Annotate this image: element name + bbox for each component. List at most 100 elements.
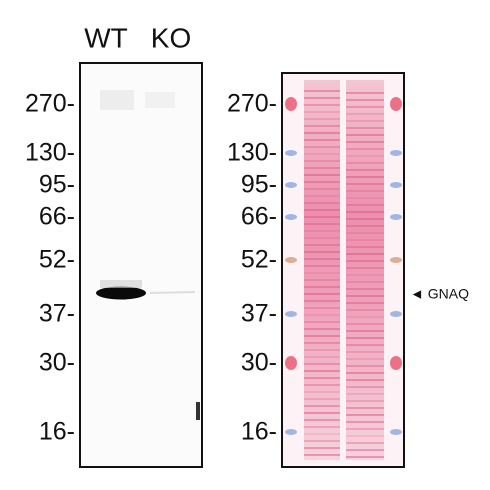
marker-label: 270- [25,90,75,118]
stain-band [304,321,340,323]
stain-band [304,118,340,120]
stain-band [346,379,384,381]
stain-band [346,393,384,395]
ladder-band [285,429,297,435]
stain-band [304,223,340,225]
ladder-band [285,182,297,188]
stain-band [304,167,340,169]
stain-band [304,104,340,106]
stain-band [346,358,384,360]
marker-label: 270- [227,90,277,118]
stain-band [346,267,384,269]
stain-band [304,293,340,295]
stain-band [346,253,384,255]
stain-band [304,125,340,127]
stain-band [346,435,384,437]
stain-band [304,230,340,232]
ladder-band [390,182,402,188]
stain-band [304,370,340,372]
stain-band [346,372,384,374]
stain-band [304,335,340,337]
marker-label: 66- [39,203,75,231]
marker-label: 52- [241,246,277,274]
marker-label: 37- [241,300,277,328]
stain-band [304,286,340,288]
stain-band [304,90,340,92]
annotation: ◄ GNAQ [410,286,469,302]
stain-band [346,288,384,290]
stain-band [346,134,384,136]
stain-band [304,454,340,456]
stain-band [304,307,340,309]
stain-band [346,120,384,122]
stain-band [346,197,384,199]
stain-band [304,237,340,239]
stain-band [304,314,340,316]
stain-band [346,281,384,283]
ladder-band [285,150,297,156]
stain-band [346,365,384,367]
marker-label: 130- [25,139,75,167]
marker-label: 95- [241,171,277,199]
stain-band [346,225,384,227]
stain-band [346,211,384,213]
stain-band [346,400,384,402]
stain-band [346,99,384,101]
stain-band [304,300,340,302]
ladder-band [390,214,402,220]
stain-band [304,139,340,141]
stain-band [346,274,384,276]
stain-band [346,176,384,178]
stain-band [304,216,340,218]
stain-band [304,279,340,281]
stain-band [304,265,340,267]
stain-band [346,316,384,318]
ladder-band [285,214,297,220]
stain-band [346,183,384,185]
stain-band [304,349,340,351]
stain-band [346,351,384,353]
ladder-band [390,429,402,435]
ladder-band [390,97,402,111]
stain-band [346,337,384,339]
stain-band [304,202,340,204]
stain-band [346,344,384,346]
ladder-band [285,97,297,111]
marker-label: 16- [39,418,75,446]
stain-band [346,442,384,444]
stain-band [304,132,340,134]
stain-band [304,160,340,162]
stain-band [346,155,384,157]
stain-band [304,111,340,113]
blot-left [79,62,203,468]
marker-label: 95- [39,171,75,199]
stain-band [304,146,340,148]
stain-band [304,447,340,449]
stain-band [346,92,384,94]
stain-band [346,232,384,234]
stain-band [346,127,384,129]
stain-band [346,169,384,171]
stain-band [304,209,340,211]
stain-band [346,141,384,143]
stain-band [346,302,384,304]
stain-band [346,204,384,206]
ladder-band [285,356,297,370]
stain-band [346,330,384,332]
stain-band [304,342,340,344]
stain-band [304,258,340,260]
stain-band [304,174,340,176]
lane-label: KO [151,22,191,53]
stain-band [346,456,384,458]
stain-band [304,251,340,253]
stain-band [346,428,384,430]
stain-band [304,377,340,379]
stain-band [304,188,340,190]
stain-band [304,356,340,358]
stain-band [346,190,384,192]
blot-right [281,72,405,468]
ladder-band [390,311,402,317]
stain-band [346,260,384,262]
stain-band [304,391,340,393]
